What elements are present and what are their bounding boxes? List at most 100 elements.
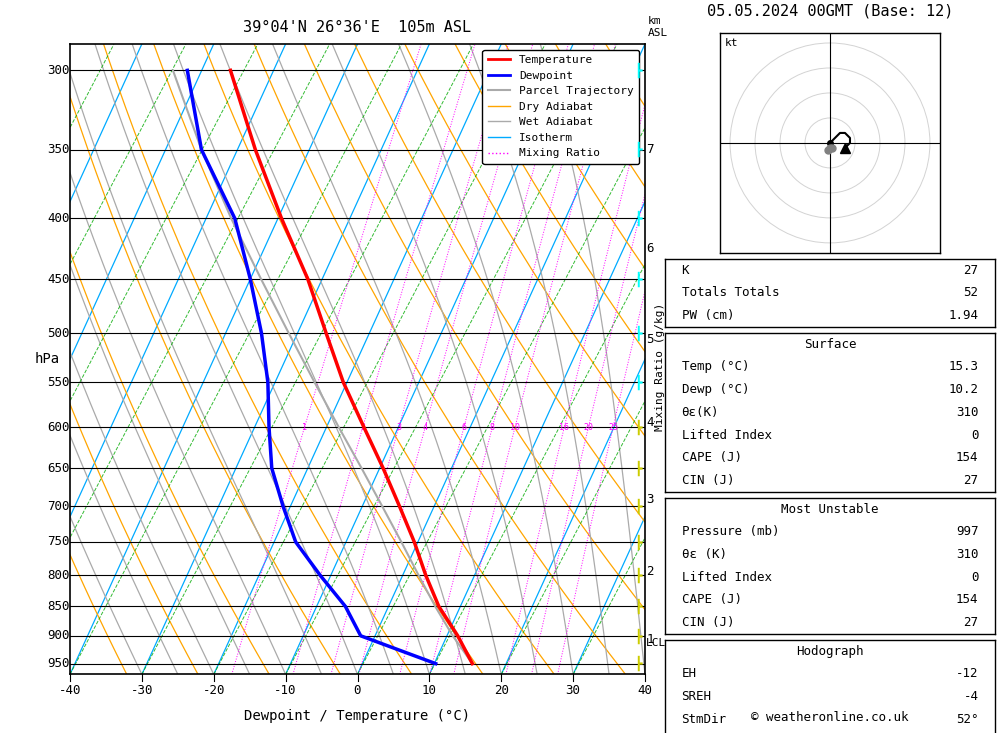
Text: EH: EH	[682, 668, 696, 680]
Text: Surface: Surface	[804, 338, 856, 350]
Text: -30: -30	[131, 684, 153, 697]
Text: 8: 8	[490, 423, 495, 432]
Text: Hodograph: Hodograph	[796, 645, 864, 658]
Text: hPa: hPa	[34, 352, 60, 366]
Text: θε (K): θε (K)	[682, 548, 726, 561]
Text: Totals Totals: Totals Totals	[682, 287, 779, 299]
Text: 350: 350	[47, 143, 69, 156]
Text: 300: 300	[47, 64, 69, 77]
Text: -40: -40	[59, 684, 81, 697]
Text: 27: 27	[964, 474, 978, 487]
Text: 3: 3	[396, 423, 401, 432]
Text: 400: 400	[47, 212, 69, 225]
Text: 6: 6	[646, 242, 654, 255]
Text: 5: 5	[646, 333, 654, 346]
Text: 40: 40	[638, 684, 652, 697]
Text: 4: 4	[423, 423, 428, 432]
Text: 10: 10	[422, 684, 437, 697]
Text: SREH: SREH	[682, 690, 712, 703]
Text: Lifted Index: Lifted Index	[682, 571, 772, 583]
Text: 0: 0	[971, 571, 978, 583]
Text: ┣: ┣	[634, 460, 642, 476]
Text: 39°04'N 26°36'E  105m ASL: 39°04'N 26°36'E 105m ASL	[243, 20, 472, 34]
Text: kt: kt	[725, 38, 739, 48]
Text: StmDir: StmDir	[682, 713, 726, 726]
Text: 750: 750	[47, 536, 69, 548]
Text: PW (cm): PW (cm)	[682, 309, 734, 322]
Text: ┣: ┣	[634, 210, 642, 226]
Text: ┣: ┣	[634, 599, 642, 614]
Text: 52°: 52°	[956, 713, 978, 726]
Text: ┣: ┣	[634, 628, 642, 644]
Text: 27: 27	[964, 616, 978, 629]
Text: 20: 20	[583, 423, 593, 432]
Text: Dewpoint / Temperature (°C): Dewpoint / Temperature (°C)	[244, 709, 471, 723]
Text: Mixing Ratio (g/kg): Mixing Ratio (g/kg)	[655, 303, 665, 430]
Text: CAPE (J): CAPE (J)	[682, 594, 742, 606]
Text: 900: 900	[47, 630, 69, 642]
Text: ┣: ┣	[634, 271, 642, 287]
Text: LCL: LCL	[646, 638, 666, 648]
Text: 4: 4	[646, 416, 654, 430]
Text: 2: 2	[646, 565, 654, 578]
Text: 05.05.2024 00GMT (Base: 12): 05.05.2024 00GMT (Base: 12)	[707, 4, 953, 18]
Text: ┣: ┣	[634, 142, 642, 158]
Text: ┣: ┣	[634, 62, 642, 78]
Text: ┣: ┣	[634, 375, 642, 390]
Text: 0: 0	[354, 684, 361, 697]
Text: 1.94: 1.94	[948, 309, 978, 322]
Text: 154: 154	[956, 594, 978, 606]
Text: ┣: ┣	[634, 656, 642, 671]
Text: -20: -20	[202, 684, 225, 697]
Text: 154: 154	[956, 452, 978, 464]
Text: 1: 1	[302, 423, 307, 432]
Text: -12: -12	[956, 668, 978, 680]
Text: km
ASL: km ASL	[648, 16, 668, 37]
Text: 2: 2	[360, 423, 365, 432]
Text: 550: 550	[47, 376, 69, 388]
Text: ┣: ┣	[634, 498, 642, 514]
Text: 25: 25	[608, 423, 618, 432]
Text: 850: 850	[47, 600, 69, 613]
Text: 500: 500	[47, 327, 69, 340]
Text: 600: 600	[47, 421, 69, 434]
Text: 20: 20	[494, 684, 509, 697]
Text: © weatheronline.co.uk: © weatheronline.co.uk	[751, 711, 909, 724]
Text: Most Unstable: Most Unstable	[781, 503, 879, 515]
Text: ┣: ┣	[634, 534, 642, 550]
Text: 1: 1	[646, 633, 654, 647]
Text: ┣: ┣	[634, 419, 642, 435]
Text: K: K	[682, 264, 689, 276]
Text: CIN (J): CIN (J)	[682, 474, 734, 487]
Text: 650: 650	[47, 462, 69, 475]
Text: -4: -4	[964, 690, 978, 703]
Text: 10.2: 10.2	[948, 383, 978, 396]
Legend: Temperature, Dewpoint, Parcel Trajectory, Dry Adiabat, Wet Adiabat, Isotherm, Mi: Temperature, Dewpoint, Parcel Trajectory…	[482, 50, 639, 164]
Text: Lifted Index: Lifted Index	[682, 429, 772, 441]
Text: 10: 10	[510, 423, 520, 432]
Text: 450: 450	[47, 273, 69, 286]
Text: 15.3: 15.3	[948, 361, 978, 373]
Text: 997: 997	[956, 526, 978, 538]
Text: 16: 16	[559, 423, 569, 432]
Text: 800: 800	[47, 569, 69, 582]
Text: 700: 700	[47, 500, 69, 513]
Text: ┣: ┣	[634, 567, 642, 583]
Text: CIN (J): CIN (J)	[682, 616, 734, 629]
Text: θε(K): θε(K)	[682, 406, 719, 419]
Text: 52: 52	[964, 287, 978, 299]
Text: 310: 310	[956, 548, 978, 561]
Text: 950: 950	[47, 658, 69, 670]
Text: Dewp (°C): Dewp (°C)	[682, 383, 749, 396]
Text: 7: 7	[646, 143, 654, 156]
Text: 3: 3	[646, 493, 654, 507]
Text: 6: 6	[461, 423, 466, 432]
Text: CAPE (J): CAPE (J)	[682, 452, 742, 464]
Text: 30: 30	[566, 684, 581, 697]
Text: Pressure (mb): Pressure (mb)	[682, 526, 779, 538]
Text: Temp (°C): Temp (°C)	[682, 361, 749, 373]
Text: ┣: ┣	[634, 325, 642, 341]
Text: 310: 310	[956, 406, 978, 419]
Text: 27: 27	[964, 264, 978, 276]
Text: -10: -10	[274, 684, 297, 697]
